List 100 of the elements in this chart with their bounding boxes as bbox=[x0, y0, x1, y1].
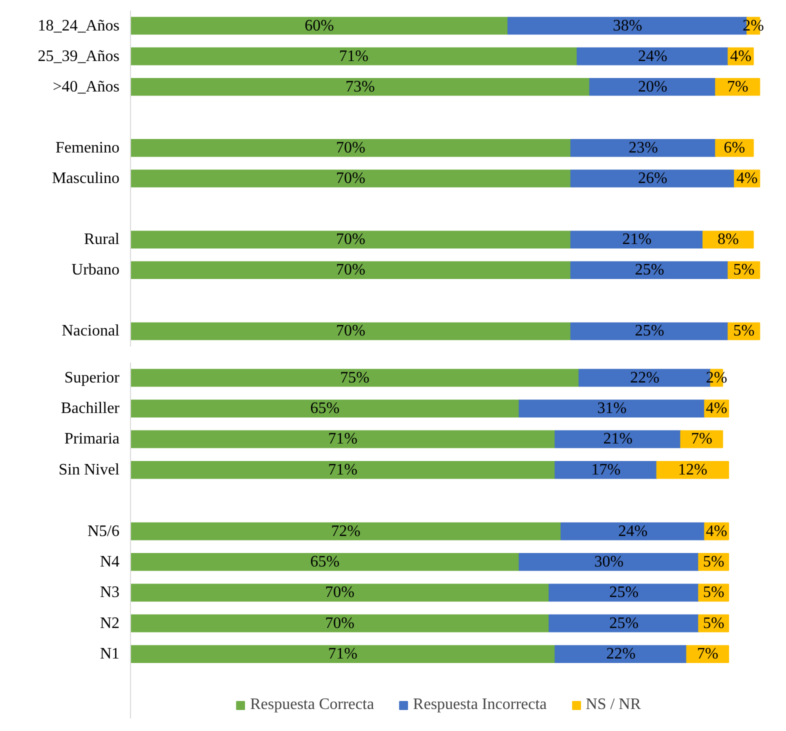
y-tick-label: Sin Nivel bbox=[58, 461, 120, 478]
bar bbox=[518, 553, 700, 571]
data-label: 75% bbox=[340, 369, 370, 386]
y-tick-label: Masculino bbox=[52, 170, 120, 187]
y-tick-label: Primaria bbox=[64, 430, 120, 448]
bar bbox=[130, 614, 550, 632]
data-label: 22% bbox=[630, 369, 660, 386]
data-label: 25% bbox=[609, 584, 639, 602]
data-label: 5% bbox=[702, 614, 724, 632]
data-label: 70% bbox=[336, 262, 366, 279]
data-label: 7% bbox=[696, 646, 718, 663]
bar bbox=[130, 139, 572, 157]
bar bbox=[130, 460, 556, 479]
data-label: 4% bbox=[730, 48, 752, 65]
y-tick-label: 18_24_Años bbox=[38, 17, 120, 34]
data-label: 4% bbox=[706, 400, 728, 418]
y-tick-label: N3 bbox=[100, 584, 120, 602]
bar bbox=[715, 78, 760, 96]
y-tick-label: Rural bbox=[84, 231, 120, 248]
bar bbox=[130, 400, 520, 418]
y-tick-label: Bachiller bbox=[60, 400, 120, 418]
bar bbox=[576, 47, 729, 66]
bar bbox=[570, 139, 716, 157]
data-label: 70% bbox=[336, 139, 366, 156]
data-label: 31% bbox=[597, 400, 627, 418]
data-label: 65% bbox=[310, 553, 340, 570]
bar bbox=[130, 522, 562, 540]
data-label: 6% bbox=[724, 139, 746, 156]
y-tick-label: >40_Años bbox=[52, 78, 120, 96]
data-label: 24% bbox=[638, 48, 668, 65]
data-label: 60% bbox=[304, 17, 334, 34]
bar bbox=[130, 584, 550, 602]
bar bbox=[589, 78, 716, 96]
data-label: 65% bbox=[310, 400, 340, 418]
bar bbox=[130, 47, 578, 66]
data-label: 21% bbox=[622, 231, 652, 248]
data-label: 5% bbox=[733, 262, 755, 279]
data-label: 26% bbox=[638, 170, 668, 187]
data-label: 71% bbox=[328, 646, 358, 663]
data-label: 23% bbox=[628, 139, 658, 156]
bar bbox=[130, 78, 590, 96]
y-tick-label: N2 bbox=[100, 614, 120, 632]
bar bbox=[570, 322, 729, 340]
y-tick-label: N1 bbox=[100, 646, 120, 663]
data-label: 25% bbox=[634, 262, 664, 279]
y-tick-label: Urbano bbox=[72, 262, 120, 279]
legend-label: NS / NR bbox=[586, 696, 641, 714]
data-label: 30% bbox=[594, 553, 624, 570]
bar bbox=[518, 400, 706, 418]
data-label: 5% bbox=[702, 553, 724, 570]
bar bbox=[560, 522, 706, 540]
y-tick-label: Femenino bbox=[56, 139, 120, 156]
bar bbox=[130, 645, 556, 663]
bar bbox=[130, 170, 572, 188]
y-tick-label: 25_39_Años bbox=[38, 48, 120, 65]
bar bbox=[570, 230, 704, 248]
data-label: 17% bbox=[591, 461, 621, 478]
data-label: 22% bbox=[606, 646, 636, 663]
bar bbox=[130, 261, 572, 280]
bar bbox=[548, 584, 700, 602]
bar bbox=[130, 553, 520, 571]
bar bbox=[130, 430, 556, 448]
data-label: 71% bbox=[328, 461, 358, 478]
data-label: 24% bbox=[618, 522, 648, 540]
bar bbox=[570, 170, 735, 188]
bar bbox=[656, 460, 730, 479]
data-label: 7% bbox=[690, 430, 712, 448]
data-label: 5% bbox=[702, 584, 724, 602]
y-tick-label: Superior bbox=[64, 369, 120, 386]
data-label: 8% bbox=[718, 231, 739, 248]
bar bbox=[554, 430, 682, 448]
data-label: 20% bbox=[638, 78, 668, 96]
data-label: 70% bbox=[336, 322, 366, 340]
y-tick-label: Nacional bbox=[62, 322, 120, 340]
bar bbox=[554, 460, 658, 479]
data-label: 71% bbox=[339, 48, 369, 65]
y-tick-label: N4 bbox=[100, 553, 120, 570]
bar bbox=[130, 16, 508, 35]
data-label: 25% bbox=[634, 322, 664, 340]
data-label: 70% bbox=[336, 231, 366, 248]
bar bbox=[130, 368, 580, 387]
data-label: 38% bbox=[612, 17, 642, 34]
data-label: 72% bbox=[331, 522, 360, 540]
bar bbox=[554, 645, 688, 663]
data-label: 12% bbox=[678, 461, 708, 478]
data-label: 73% bbox=[345, 78, 375, 96]
data-label: 71% bbox=[328, 430, 358, 448]
data-label: 70% bbox=[325, 614, 354, 632]
data-label: 4% bbox=[706, 522, 728, 540]
data-label: 21% bbox=[603, 430, 633, 448]
data-label: 70% bbox=[325, 584, 354, 602]
bar bbox=[130, 230, 572, 248]
bar bbox=[570, 261, 729, 280]
legend-label: Respuesta Correcta bbox=[250, 696, 374, 714]
legend-label: Respuesta Incorrecta bbox=[413, 696, 547, 714]
data-label: 70% bbox=[336, 170, 366, 187]
data-label: 7% bbox=[726, 78, 748, 96]
data-label: 5% bbox=[733, 322, 755, 340]
y-tick-label: N5/6 bbox=[88, 522, 120, 540]
bar bbox=[130, 322, 572, 340]
